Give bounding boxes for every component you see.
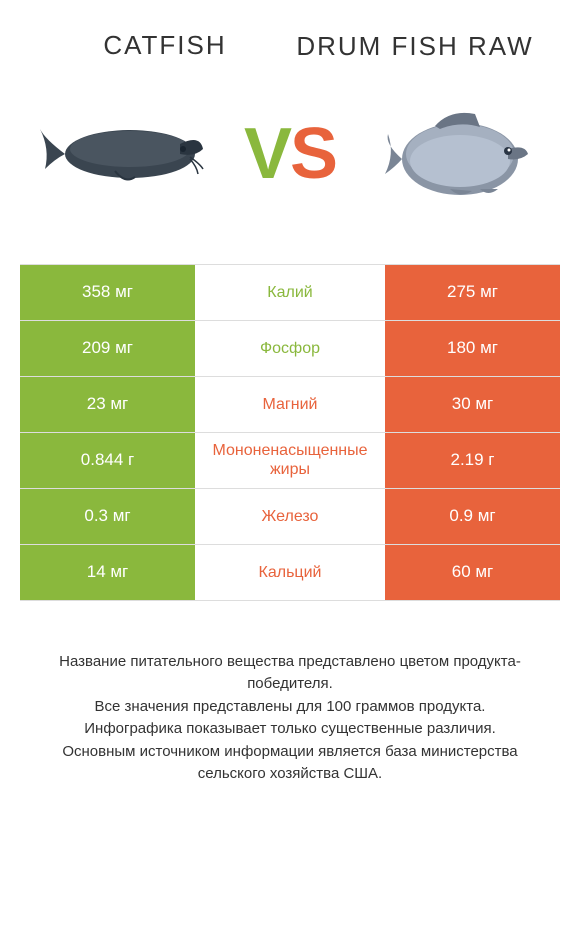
nutrient-label: Калий bbox=[195, 265, 385, 320]
nutrient-label: Мононенасыщенные жиры bbox=[195, 433, 385, 488]
table-row: 14 мгКальций60 мг bbox=[20, 545, 560, 601]
left-product-title: CATFISH bbox=[40, 30, 290, 61]
left-value: 209 мг bbox=[20, 321, 195, 376]
footer-line-1: Название питательного вещества представл… bbox=[28, 651, 552, 696]
drumfish-image bbox=[370, 94, 550, 214]
nutrient-label: Фосфор bbox=[195, 321, 385, 376]
right-value: 0.9 мг bbox=[385, 489, 560, 544]
catfish-image bbox=[30, 94, 210, 214]
right-value: 180 мг bbox=[385, 321, 560, 376]
right-value: 30 мг bbox=[385, 377, 560, 432]
vs-v: V bbox=[244, 114, 290, 194]
images-row: VS bbox=[0, 74, 580, 244]
footer-line-2: Все значения представлены для 100 граммо… bbox=[28, 696, 552, 719]
vs-label: VS bbox=[244, 113, 336, 195]
table-row: 23 мгМагний30 мг bbox=[20, 377, 560, 433]
table-row: 358 мгКалий275 мг bbox=[20, 265, 560, 321]
drumfish-icon bbox=[380, 99, 540, 209]
catfish-icon bbox=[35, 109, 205, 199]
right-product-title: DRUM FISH RAW bbox=[290, 30, 540, 64]
left-value: 0.844 г bbox=[20, 433, 195, 488]
right-value: 60 мг bbox=[385, 545, 560, 600]
footer-line-4: Основным источником информации является … bbox=[28, 741, 552, 786]
right-value: 275 мг bbox=[385, 265, 560, 320]
header: CATFISH DRUM FISH RAW bbox=[0, 0, 580, 74]
left-value: 358 мг bbox=[20, 265, 195, 320]
nutrient-label: Магний bbox=[195, 377, 385, 432]
footer-line-3: Инфографика показывает только существенн… bbox=[28, 718, 552, 741]
table-row: 0.3 мгЖелезо0.9 мг bbox=[20, 489, 560, 545]
infographic-container: CATFISH DRUM FISH RAW VS bbox=[0, 0, 580, 786]
nutrient-label: Железо bbox=[195, 489, 385, 544]
left-value: 23 мг bbox=[20, 377, 195, 432]
vs-s: S bbox=[290, 114, 336, 194]
table-row: 0.844 гМононенасыщенные жиры2.19 г bbox=[20, 433, 560, 489]
left-value: 0.3 мг bbox=[20, 489, 195, 544]
table-row: 209 мгФосфор180 мг bbox=[20, 321, 560, 377]
right-value: 2.19 г bbox=[385, 433, 560, 488]
left-value: 14 мг bbox=[20, 545, 195, 600]
comparison-table: 358 мгКалий275 мг209 мгФосфор180 мг23 мг… bbox=[20, 264, 560, 601]
footer-notes: Название питательного вещества представл… bbox=[0, 601, 580, 786]
nutrient-label: Кальций bbox=[195, 545, 385, 600]
